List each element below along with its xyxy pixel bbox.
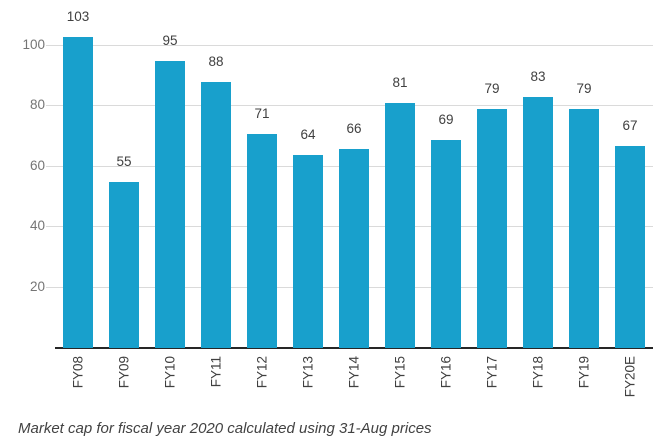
value-label-fy12: 71 (254, 106, 270, 121)
bar-fy10 (155, 61, 185, 348)
value-label-fy16: 69 (438, 112, 454, 127)
x-tick-label-fy09: FY09 (116, 356, 132, 389)
x-tick-label-fy12: FY12 (254, 356, 270, 389)
x-tick-label-fy10: FY10 (162, 356, 178, 389)
bar-fy13 (293, 155, 323, 348)
bar-fy19 (569, 109, 599, 348)
chart-caption: Market cap for fiscal year 2020 calculat… (18, 420, 432, 437)
bar-fy18 (523, 97, 553, 348)
x-tick-label-fy13: FY13 (300, 356, 316, 389)
bar-fy11 (201, 82, 231, 348)
x-tick-label-fy11: FY11 (208, 356, 224, 388)
x-tick-label-fy14: FY14 (346, 356, 362, 389)
bar-fy16 (431, 140, 461, 348)
gridline-y100 (46, 45, 653, 46)
y-tick-label-80: 80 (29, 97, 45, 112)
x-tick-label-fy15: FY15 (392, 356, 408, 389)
x-tick-label-fy16: FY16 (438, 356, 454, 389)
bar-fy14 (339, 149, 369, 348)
x-tick-label-fy17: FY17 (484, 356, 500, 389)
x-tick-label-fy20e: FY20E (622, 356, 638, 398)
bar-fy15 (385, 103, 415, 348)
value-label-fy14: 66 (346, 121, 362, 136)
y-tick-label-60: 60 (29, 158, 45, 173)
value-label-fy17: 79 (484, 81, 500, 96)
y-tick-label-100: 100 (22, 37, 45, 52)
value-label-fy15: 81 (392, 75, 408, 90)
value-label-fy20e: 67 (622, 118, 638, 133)
bar-fy09 (109, 182, 139, 348)
value-label-fy08: 103 (66, 9, 90, 24)
x-tick-label-fy18: FY18 (530, 356, 546, 389)
bar-fy20e (615, 146, 645, 348)
bar-fy17 (477, 109, 507, 348)
x-tick-label-fy19: FY19 (576, 356, 592, 389)
y-tick-label-20: 20 (29, 279, 45, 294)
x-axis-line (55, 347, 653, 349)
value-label-fy09: 55 (116, 154, 132, 169)
bar-fy12 (247, 134, 277, 348)
value-label-fy13: 64 (300, 127, 316, 142)
y-tick-label-40: 40 (29, 218, 45, 233)
value-label-fy10: 95 (162, 33, 178, 48)
value-label-fy19: 79 (576, 81, 592, 96)
gridline-y80 (46, 105, 653, 106)
value-label-fy11: 88 (208, 54, 224, 69)
value-label-fy18: 83 (530, 69, 546, 84)
x-tick-label-fy08: FY08 (70, 356, 86, 389)
bar-fy08 (63, 37, 93, 348)
